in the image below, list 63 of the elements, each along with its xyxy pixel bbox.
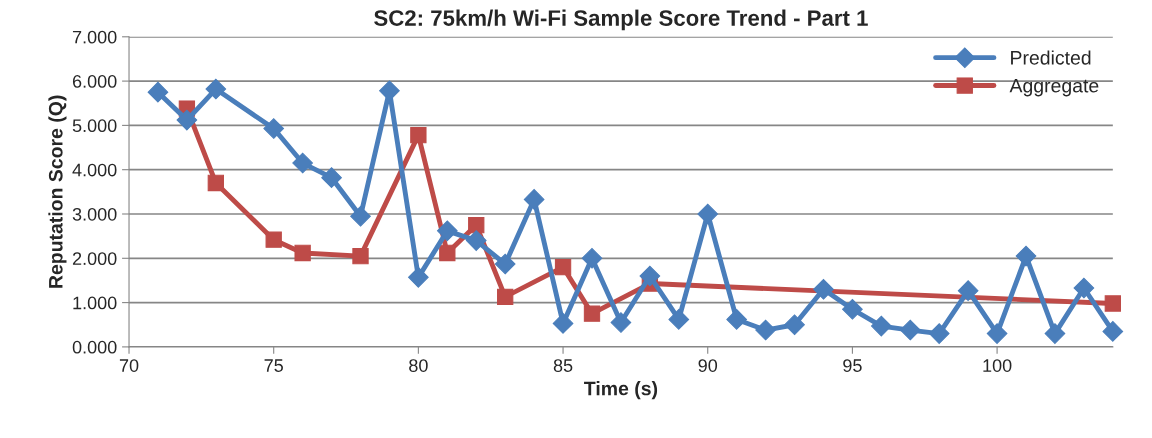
legend-label: Predicted [1011, 50, 1091, 65]
point [176, 109, 198, 131]
point [321, 167, 342, 189]
point [813, 278, 834, 300]
point [554, 259, 572, 276]
point [494, 253, 516, 275]
point [436, 220, 458, 242]
point [784, 314, 805, 336]
point [552, 313, 574, 334]
x-tick-label: 95 [843, 359, 862, 372]
x-tick-label: 70 [119, 359, 139, 372]
y-axis-title: Reputation Score (Q) [48, 95, 67, 288]
y-tick-label: 7.000 [72, 30, 117, 44]
point [523, 189, 545, 210]
point [755, 319, 776, 341]
point [899, 319, 921, 341]
point [352, 247, 369, 265]
point [871, 315, 892, 337]
x-tick-label: 85 [553, 359, 573, 372]
point [1102, 321, 1124, 342]
point [1073, 277, 1095, 299]
x-tick-label: 100 [983, 359, 1012, 372]
point [581, 247, 603, 269]
y-tick-label: 4.000 [72, 163, 117, 177]
y-tick-label: 5.000 [72, 119, 117, 133]
point [957, 280, 979, 301]
y-tick-label: 0.000 [72, 340, 117, 354]
point [465, 230, 487, 251]
x-tick-label: 75 [264, 359, 283, 372]
legend-label: Aggregate [1009, 78, 1099, 97]
point [439, 244, 456, 262]
point [668, 309, 690, 330]
point [610, 312, 632, 333]
x-tick-label: 80 [409, 359, 428, 372]
x-tick-label: 90 [698, 359, 718, 372]
x-axis-title: Time (s) [584, 381, 658, 400]
point [294, 244, 311, 262]
point [350, 205, 371, 227]
point [147, 81, 169, 103]
point [497, 288, 514, 305]
point [583, 305, 601, 322]
point [265, 231, 282, 248]
point [468, 216, 485, 234]
point [205, 78, 227, 100]
point [292, 152, 313, 174]
chart-title: SC2: 75km/h Wi-Fi Sample Score Trend - Part 1 [374, 9, 868, 31]
point [639, 265, 661, 287]
y-tick-label: 2.000 [72, 252, 117, 266]
point [263, 118, 285, 139]
y-tick-label: 3.000 [72, 207, 117, 221]
point [697, 203, 719, 225]
point [207, 174, 224, 192]
point [408, 267, 429, 288]
point [726, 309, 748, 330]
point [842, 298, 863, 320]
point [1044, 323, 1066, 344]
point [1104, 295, 1121, 312]
point [1015, 245, 1037, 267]
y-tick-label: 6.000 [72, 75, 117, 88]
point [410, 126, 427, 144]
y-tick-label: 1.000 [73, 296, 117, 310]
point [928, 323, 950, 344]
point [986, 323, 1008, 344]
